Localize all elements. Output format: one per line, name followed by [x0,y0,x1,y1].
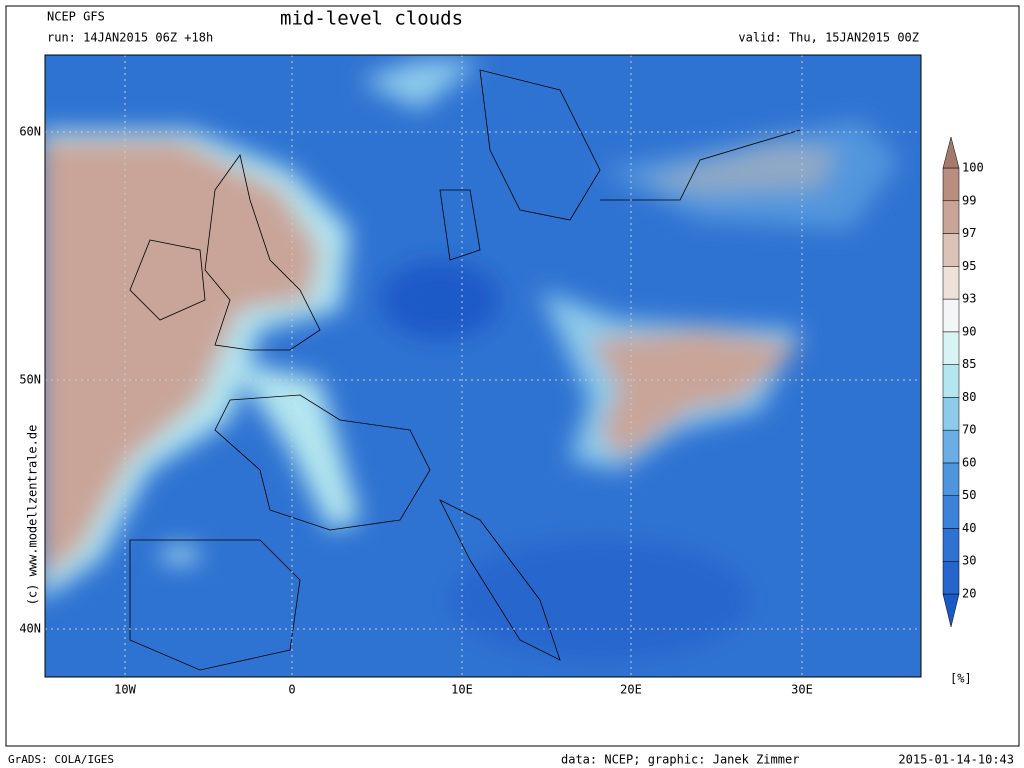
colorbar-label: 95 [962,259,976,273]
colorbar-segment [942,429,960,464]
lon-label: 0 [288,683,295,697]
colorbar-unit: [%] [950,672,972,686]
colorbar-segment [942,364,960,398]
lon-label: 10W [114,683,136,697]
gridlines [45,55,921,677]
colorbar-label: 97 [962,226,976,240]
model: NCEP GFS [47,10,105,24]
run: run: 14JAN2015 06Z +18h [47,31,213,45]
colorbar-label: 85 [962,357,976,371]
colorbar-label: 60 [962,455,976,469]
map [45,55,921,677]
footer-center: data: NCEP; graphic: Janek Zimmer [561,753,799,767]
lon-label: 10E [451,683,473,697]
coastlines [129,69,801,671]
colorbar-label: 30 [962,554,976,568]
colorbar-label: 99 [962,193,976,207]
lon-label: 20E [620,683,642,697]
lat-label: 60N [19,125,41,139]
colorbar-segment [942,233,960,267]
valid: valid: Thu, 15JAN2015 00Z [738,31,919,45]
colorbar-segment [942,298,960,333]
colorbar-segment [942,331,960,365]
colorbar-segment [942,397,960,431]
colorbar-label: 90 [962,324,976,338]
colorbar-segment [942,200,960,234]
colorbar-label: 20 [962,587,976,601]
colorbar-segment [942,495,960,529]
title: mid-level clouds [280,8,463,30]
colorbar-label: 80 [962,390,976,404]
map-border [44,54,922,678]
lat-label: 50N [19,373,41,387]
cloud-field [45,60,900,660]
lon-label: 30E [791,683,813,697]
colorbar-segment [942,528,960,562]
lat-label: 40N [19,622,41,636]
footer-right: 2015-01-14-10:43 [898,753,1014,767]
colorbar-label: 70 [962,423,976,437]
colorbar: 20 30 40 50 60 70 80 85 90 93 95 97 99 100 [942,136,984,628]
colorbar-label: 50 [962,488,976,502]
colorbar-segment [942,560,960,595]
frame [5,5,1020,747]
colorbar-cap [942,136,960,169]
colorbar-segment [942,167,960,202]
colorbar-segment [942,462,960,496]
credit: (c) www.modellzentrale.de [26,425,40,606]
colorbar-label: 40 [962,521,976,535]
colorbar-cap [942,593,960,628]
colorbar-segment [942,266,960,300]
footer-left: GrADS: COLA/IGES [8,753,114,766]
colorbar-label: 100 [962,161,984,175]
colorbar-label: 93 [962,292,976,306]
